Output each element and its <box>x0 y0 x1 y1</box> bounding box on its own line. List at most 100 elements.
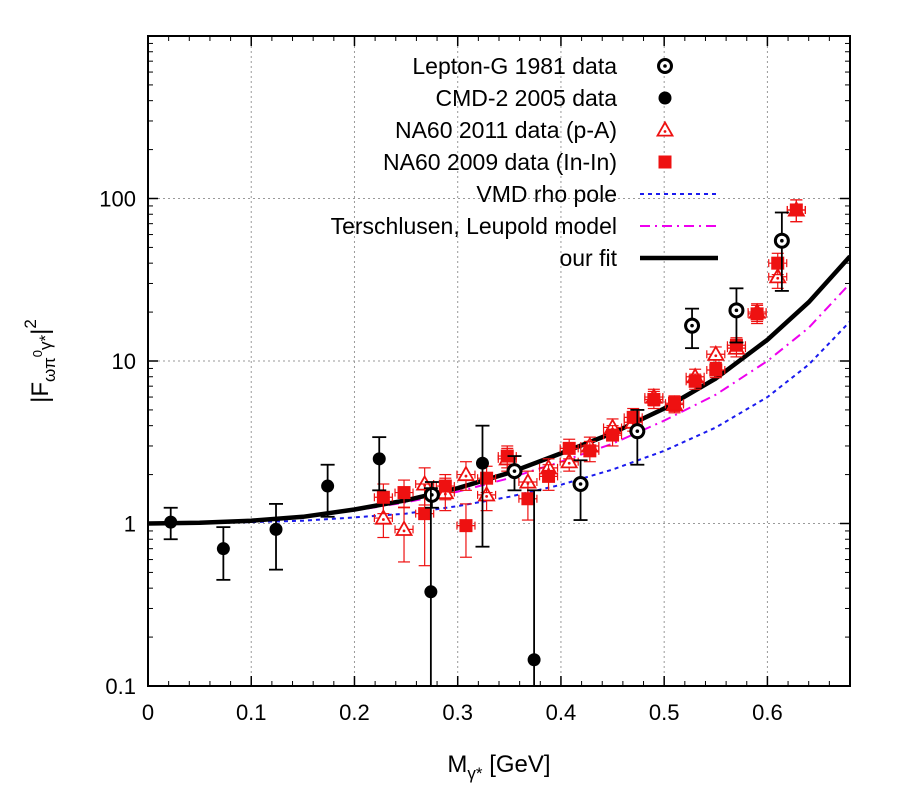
legend-item: VMD rho pole <box>476 181 718 207</box>
marker-disc <box>164 515 178 529</box>
x-axis-label-sub: γ* <box>467 764 483 783</box>
legend-item: our fit <box>559 245 718 271</box>
data-point <box>572 459 589 521</box>
x-axis-label-main: M <box>447 751 467 778</box>
marker-square <box>418 507 432 521</box>
data-point <box>435 473 455 501</box>
data-point <box>664 395 685 412</box>
marker <box>521 492 535 506</box>
marker <box>164 515 178 529</box>
marker-disc <box>527 653 541 667</box>
x-tick-label: 0.2 <box>339 700 370 725</box>
data-point <box>706 362 726 379</box>
marker <box>506 463 523 480</box>
marker <box>668 396 681 410</box>
marker <box>789 203 803 217</box>
marker <box>684 317 701 334</box>
data-point <box>394 506 414 563</box>
y-axis-label: |Fωπ0γ*|2 <box>21 319 59 403</box>
data-point <box>602 425 623 447</box>
marker-triangle-dot <box>663 130 667 133</box>
marker-triangle-dot <box>714 354 718 358</box>
marker <box>500 449 514 463</box>
marker-disc <box>424 585 438 599</box>
marker-triangle-dot <box>381 518 385 521</box>
y-tick-label: 10 <box>112 349 136 374</box>
marker <box>647 392 661 406</box>
data-point <box>373 502 393 539</box>
data-point <box>477 465 497 494</box>
marker-disc <box>321 479 335 493</box>
marker-square <box>668 396 681 410</box>
marker <box>438 479 452 493</box>
marker-square <box>459 519 473 533</box>
marker-triangle <box>706 344 725 361</box>
marker-disc <box>216 542 230 556</box>
marker <box>572 476 589 493</box>
data-point <box>456 503 476 558</box>
marker-dot <box>734 308 739 313</box>
marker-square <box>397 486 411 500</box>
data-point <box>269 503 284 571</box>
marker-disc <box>372 452 386 466</box>
data-point <box>527 489 542 686</box>
x-tick-label: 0.1 <box>236 700 267 725</box>
data-point <box>373 483 393 515</box>
marker-dot <box>512 469 517 473</box>
marker-square <box>583 444 597 458</box>
marker <box>269 522 283 536</box>
data-point <box>372 436 387 492</box>
marker-square <box>542 469 556 483</box>
marker-square <box>438 479 452 493</box>
marker-triangle <box>456 465 476 482</box>
marker-dot <box>663 64 667 68</box>
data-point <box>685 373 705 390</box>
marker <box>750 307 764 321</box>
legend-item: Terschlusen, Leupold model <box>331 213 718 239</box>
y-tick-label: 1 <box>124 512 136 537</box>
marker-square <box>562 441 576 455</box>
legend-marker <box>655 120 675 137</box>
marker <box>706 344 725 361</box>
marker-triangle <box>374 508 393 525</box>
marker-square <box>606 428 620 442</box>
y-axis-label-pre: |F <box>27 382 54 403</box>
legend-item: Lepton-G 1981 data <box>412 53 673 79</box>
marker-square <box>376 490 390 504</box>
data-points <box>163 199 806 686</box>
data-point <box>706 344 726 364</box>
marker-square <box>500 449 514 463</box>
marker <box>542 469 556 483</box>
marker <box>456 465 476 482</box>
legend-marker <box>657 58 673 74</box>
legend-label: Terschlusen, Leupold model <box>331 213 617 239</box>
marker-dot <box>635 429 640 433</box>
data-point <box>559 438 579 460</box>
data-point <box>786 199 806 223</box>
marker <box>424 585 438 599</box>
legend-item: NA60 2009 data (In-In) <box>383 149 672 175</box>
x-tick-label: 0.6 <box>752 700 783 725</box>
data-point <box>538 464 559 491</box>
data-point <box>580 440 600 463</box>
marker-triangle-dot <box>464 474 468 478</box>
y-axis-label-sub-tail: γ* <box>36 334 55 350</box>
marker <box>394 520 414 536</box>
marker-disc <box>658 91 672 105</box>
data-point <box>773 211 790 292</box>
marker <box>709 363 723 377</box>
marker-disc <box>475 456 489 470</box>
marker <box>728 302 745 319</box>
marker-square <box>709 363 723 377</box>
marker <box>629 423 646 440</box>
x-axis-label-unit: [GeV] <box>483 751 551 778</box>
y-tick-label: 100 <box>99 187 136 212</box>
marker <box>321 479 335 493</box>
series-cmd-2-2005-data <box>163 424 542 686</box>
data-point <box>728 287 745 344</box>
curve-our-fit <box>148 254 850 526</box>
marker <box>376 490 390 504</box>
legend-label: NA60 2009 data (In-In) <box>383 149 617 175</box>
marker <box>562 441 576 455</box>
